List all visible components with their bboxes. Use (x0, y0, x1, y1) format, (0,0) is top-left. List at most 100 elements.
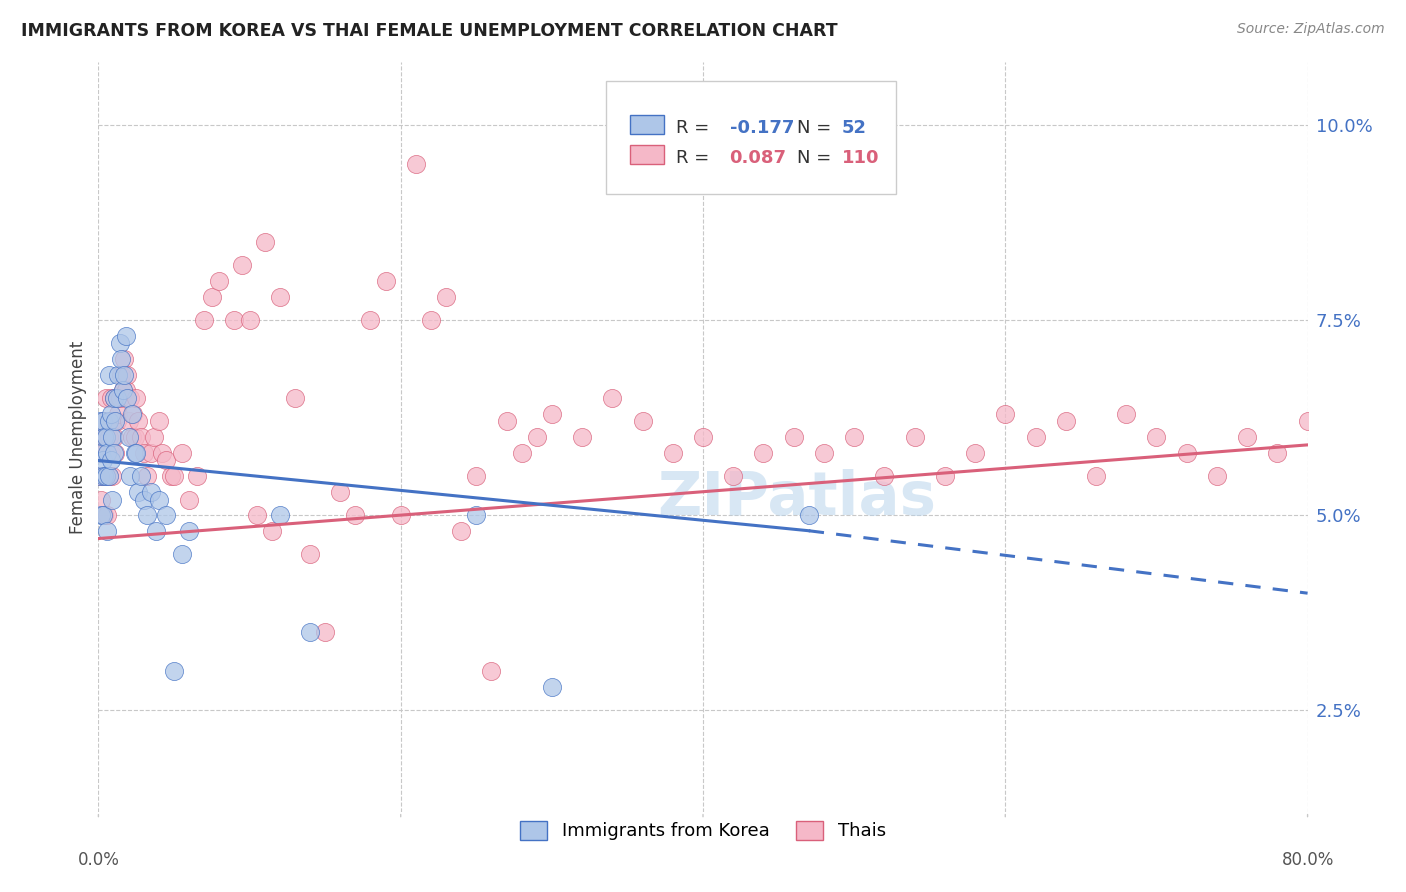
Point (262, 524, 284, 538)
Point (465, 508, 488, 523)
Point (94, 469, 117, 483)
Point (90, 508, 112, 523)
Point (127, 484, 149, 499)
Point (101, 469, 124, 483)
Point (89, 469, 111, 483)
Text: N =: N = (797, 119, 831, 136)
Point (100, 446, 122, 460)
Point (94, 469, 117, 483)
Point (141, 446, 163, 460)
Point (98, 414, 121, 429)
Point (253, 235, 276, 249)
Point (150, 446, 173, 460)
Point (163, 664, 186, 679)
Point (1236, 430, 1258, 444)
Point (420, 313, 443, 327)
Point (93, 508, 115, 523)
Point (89, 414, 111, 429)
Point (208, 274, 231, 288)
Point (91, 414, 114, 429)
Point (797, 508, 820, 523)
Point (284, 391, 307, 405)
Point (571, 430, 593, 444)
Legend: Immigrants from Korea, Thais: Immigrants from Korea, Thais (513, 814, 893, 847)
Point (1085, 469, 1108, 483)
Point (101, 430, 124, 444)
Point (163, 469, 186, 483)
Point (103, 430, 125, 444)
Text: Source: ZipAtlas.com: Source: ZipAtlas.com (1237, 22, 1385, 37)
Point (94, 430, 117, 444)
Point (1206, 469, 1229, 483)
Point (148, 414, 170, 429)
Point (105, 414, 128, 429)
Text: ZIPatlas: ZIPatlas (658, 469, 936, 528)
Point (93, 469, 115, 483)
Point (239, 313, 262, 327)
Point (135, 469, 157, 483)
Point (246, 508, 269, 523)
FancyBboxPatch shape (630, 115, 664, 134)
Point (631, 414, 654, 429)
Point (107, 368, 129, 382)
Point (105, 391, 128, 405)
Point (94, 430, 117, 444)
Point (170, 446, 193, 460)
Point (135, 508, 157, 523)
Text: 110: 110 (842, 149, 880, 167)
Point (481, 664, 503, 679)
Point (114, 384, 136, 398)
Point (96, 524, 118, 538)
Point (125, 446, 148, 460)
Point (115, 368, 138, 382)
Point (96, 446, 118, 460)
Point (132, 446, 155, 460)
Point (124, 446, 146, 460)
Point (844, 430, 866, 444)
Point (179, 492, 201, 507)
Point (155, 508, 177, 523)
Point (100, 407, 122, 421)
Point (108, 336, 131, 351)
Point (129, 469, 152, 483)
Point (96, 446, 118, 460)
Point (495, 414, 517, 429)
Point (104, 446, 127, 460)
Point (143, 430, 166, 444)
FancyBboxPatch shape (606, 81, 897, 194)
Point (1175, 446, 1198, 460)
Point (299, 625, 322, 640)
Point (314, 625, 336, 640)
Point (127, 414, 149, 429)
Point (114, 328, 136, 343)
Point (110, 368, 132, 382)
Point (179, 524, 201, 538)
Point (934, 469, 956, 483)
Point (104, 414, 127, 429)
Point (193, 313, 215, 327)
Point (783, 430, 806, 444)
Point (141, 484, 163, 499)
Point (125, 391, 148, 405)
Text: IMMIGRANTS FROM KOREA VS THAI FEMALE UNEMPLOYMENT CORRELATION CHART: IMMIGRANTS FROM KOREA VS THAI FEMALE UNE… (21, 22, 838, 40)
Point (360, 313, 382, 327)
Point (329, 484, 352, 499)
Point (1327, 430, 1350, 444)
Point (101, 414, 124, 429)
Point (813, 446, 835, 460)
Point (93, 446, 115, 460)
Point (132, 492, 155, 507)
Text: 0.087: 0.087 (730, 149, 786, 167)
Point (112, 368, 135, 382)
Point (93, 430, 115, 444)
Point (94, 391, 117, 405)
Point (904, 430, 927, 444)
Point (155, 453, 177, 467)
Point (100, 453, 122, 467)
Point (374, 274, 396, 288)
Text: R =: R = (676, 149, 710, 167)
Point (269, 508, 291, 523)
Point (120, 469, 142, 483)
Point (91, 414, 114, 429)
Point (111, 384, 134, 398)
